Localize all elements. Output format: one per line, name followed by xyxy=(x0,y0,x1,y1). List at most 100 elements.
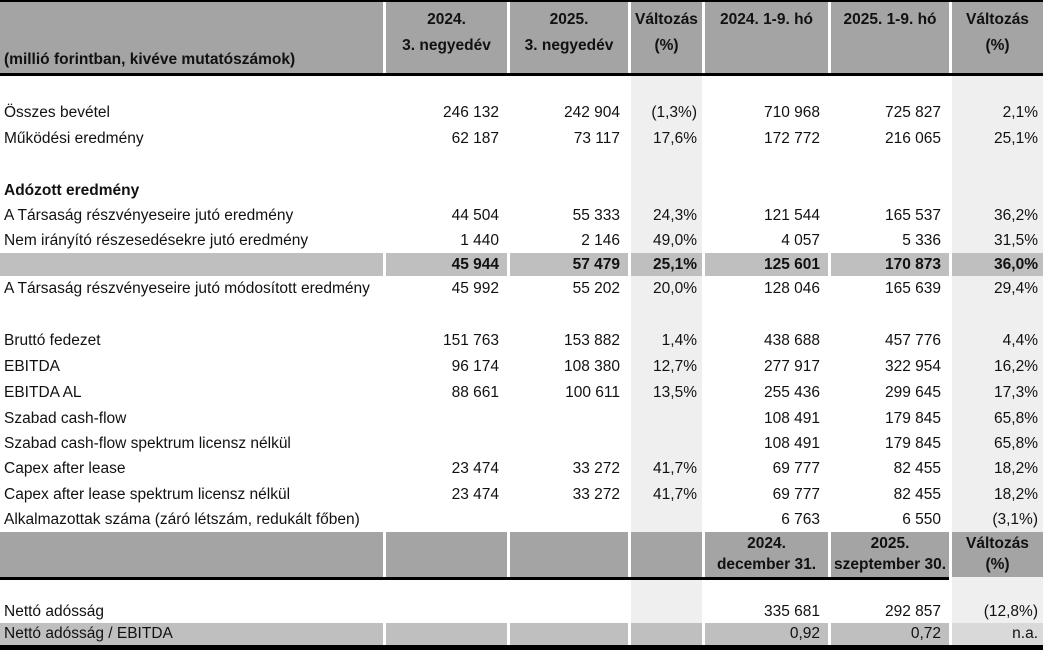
row-label xyxy=(0,253,383,276)
cell-value: 55 333 xyxy=(572,206,620,224)
cell-value: 216 065 xyxy=(884,130,941,147)
cell-value xyxy=(705,152,828,178)
row-label: Adózott eredmény xyxy=(4,181,140,199)
cell-value: 2 146 xyxy=(581,231,620,249)
cell-value xyxy=(631,302,702,328)
column-header-line: Változás xyxy=(966,535,1029,552)
table-row: Alkalmazottak száma (záró létszám, reduk… xyxy=(0,507,1043,532)
row-label: Működési eredmény xyxy=(4,130,144,147)
cell-value: 23 474 xyxy=(451,485,499,503)
table-header-secondary: 2024. december 31. 2025. szeptember 30. … xyxy=(0,532,1043,577)
row-label xyxy=(0,152,383,178)
cell-value xyxy=(386,431,507,456)
table-row: Nettó adósság 335 681 292 857 (12,8%) xyxy=(0,600,1043,623)
column-header-ytd-2024: 2024. 1-9. hó xyxy=(705,2,828,73)
column-header-line: (%) xyxy=(654,37,679,54)
header2-blank xyxy=(631,532,702,577)
cell-value xyxy=(952,152,1043,178)
cell-value: 45 944 xyxy=(386,253,507,276)
cell-value: (12,8%) xyxy=(952,600,1043,623)
cell-value xyxy=(386,178,507,203)
cell-value: 36,0% xyxy=(952,253,1043,276)
cell-value xyxy=(831,152,949,178)
cell-value xyxy=(631,76,702,100)
cell-value: 41,7% xyxy=(631,456,702,482)
cell-value: 710 968 xyxy=(763,104,820,121)
header2-blank xyxy=(510,532,628,577)
cell-value: 17,6% xyxy=(631,126,702,152)
table-header-primary: (millió forintban, kivéve mutatószámok) … xyxy=(0,2,1043,73)
cell-value: 1 440 xyxy=(460,231,499,249)
cell-value: 12,7% xyxy=(631,354,702,380)
table-row: A Társaság részvényeseire jutó eredmény 4… xyxy=(0,203,1043,228)
cell-value xyxy=(705,178,828,203)
cell-value: 55 202 xyxy=(572,280,620,297)
cell-value xyxy=(386,600,507,623)
row-label: A Társaság részvényeseire jutó módosítot… xyxy=(4,280,370,297)
unit-note: (millió forintban, kivéve mutatószámok) xyxy=(0,2,383,73)
column-header-change-q: Változás (%) xyxy=(631,2,702,73)
cell-value xyxy=(631,406,702,431)
cell-value xyxy=(631,178,702,203)
cell-value: 20,0% xyxy=(631,276,702,302)
column-header-line: 2024. xyxy=(747,535,786,552)
cell-value: 33 272 xyxy=(572,485,620,503)
cell-value xyxy=(510,431,628,456)
cell-value: 255 436 xyxy=(763,384,820,401)
column-header-line: december 31. xyxy=(716,556,817,573)
header2-divider-black xyxy=(0,577,949,580)
cell-value: 96 174 xyxy=(451,358,499,375)
cell-value xyxy=(952,178,1043,203)
cell-value: 100 611 xyxy=(565,384,620,401)
cell-value xyxy=(510,406,628,431)
column-header-q3-2024: 2024. 3. negyedév xyxy=(386,2,507,73)
cell-value xyxy=(952,76,1043,100)
row-label xyxy=(0,76,383,100)
table-row: Szabad cash-flow spektrum licensz nélkül… xyxy=(0,431,1043,456)
column-header-ytd-2025: 2025. 1-9. hó xyxy=(831,2,949,73)
header2-blank xyxy=(386,532,507,577)
table-row: Szabad cash-flow 108 491 179 845 65,8% xyxy=(0,406,1043,431)
cell-value: 322 954 xyxy=(884,358,941,375)
cell-value: 33 272 xyxy=(572,460,620,477)
cell-value: 128 046 xyxy=(763,280,820,297)
row-label: Nem irányító részesedésekre jutó eredmén… xyxy=(4,231,309,249)
cell-value: 165 639 xyxy=(884,280,941,297)
column-header-q3-2025: 2025. 3. negyedév xyxy=(510,2,628,73)
table-row: Nettó adósság / EBITDA 0,92 0,72 n.a. xyxy=(0,623,1043,645)
cell-value: 29,4% xyxy=(952,276,1043,302)
table-row: 45 944 57 479 25,1% 125 601 170 873 36,0% xyxy=(0,253,1043,276)
cell-value: 44 504 xyxy=(451,206,499,224)
cell-value: 25,1% xyxy=(631,253,702,276)
cell-value: 0,72 xyxy=(831,623,949,645)
cell-value: 6 763 xyxy=(781,510,820,528)
cell-value xyxy=(952,302,1043,328)
cell-value xyxy=(631,600,702,623)
cell-value xyxy=(952,580,1043,600)
table-row: EBITDA 96 174 108 380 12,7% 277 917 322 954 16… xyxy=(0,354,1043,380)
cell-value: 179 845 xyxy=(884,409,941,427)
table-top-border xyxy=(0,0,1043,2)
cell-value: 73 117 xyxy=(573,130,620,147)
row-label: Nettó adósság / EBITDA xyxy=(0,623,383,645)
table-row xyxy=(0,76,1043,100)
cell-value: 4 057 xyxy=(781,231,820,249)
column-header-line: (%) xyxy=(985,37,1010,54)
row-label: Alkalmazottak száma (záró létszám, reduk… xyxy=(4,510,360,528)
cell-value: 335 681 xyxy=(763,602,820,620)
column-header-line: 2025. xyxy=(870,535,910,552)
table-row: Capex after lease 23 474 33 272 41,7% 69 777… xyxy=(0,456,1043,482)
column-header-line: szeptember 30. xyxy=(834,556,946,573)
cell-value xyxy=(510,302,628,328)
row-label: Összes bevétel xyxy=(4,104,110,121)
cell-value: (1,3%) xyxy=(631,100,702,126)
row-label xyxy=(0,302,383,328)
cell-value: 23 474 xyxy=(451,460,499,477)
table-body: Összes bevétel 246 132 242 904 (1,3%) 710 96… xyxy=(0,76,1043,532)
row-label: Nettó adósság xyxy=(4,602,104,620)
cell-value: 65,8% xyxy=(952,431,1043,456)
cell-value xyxy=(705,302,828,328)
cell-value xyxy=(705,76,828,100)
cell-value: 6 550 xyxy=(902,510,941,528)
cell-value xyxy=(631,431,702,456)
